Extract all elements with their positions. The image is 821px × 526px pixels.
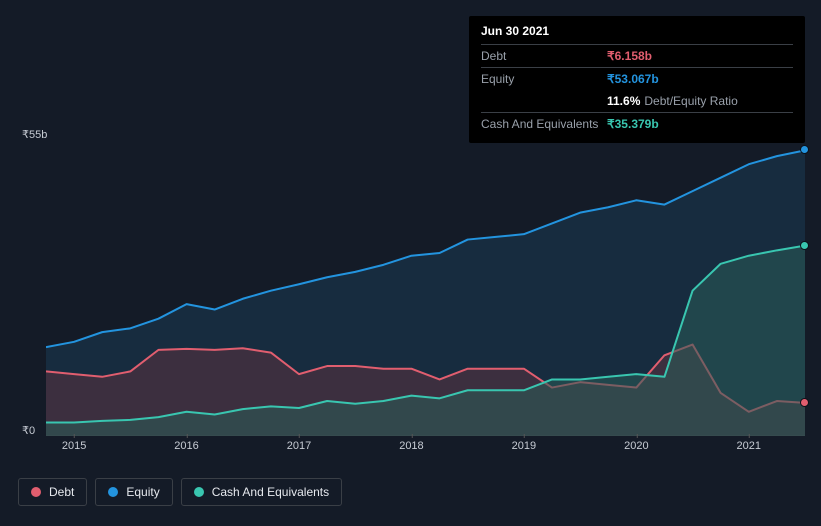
tooltip-row: Cash And Equivalents₹35.379b xyxy=(481,112,793,135)
tooltip-row-label: Cash And Equivalents xyxy=(481,117,607,131)
tooltip-row-sublabel: Debt/Equity Ratio xyxy=(644,94,737,108)
x-axis-tick-label: 2016 xyxy=(174,440,198,452)
chart-plot-area xyxy=(46,140,805,436)
tooltip-row-label: Equity xyxy=(481,72,607,86)
chart-container: { "chart": { "type": "area", "background… xyxy=(0,0,821,526)
series-end-dot-cash xyxy=(800,241,809,250)
x-axis-tick-label: 2020 xyxy=(624,440,648,452)
x-axis-tick-label: 2021 xyxy=(737,440,761,452)
y-axis-tick-label: ₹55b xyxy=(22,128,47,141)
tooltip-row-label xyxy=(481,94,607,108)
legend-item-cash[interactable]: Cash And Equivalents xyxy=(181,478,342,506)
legend-dot-icon xyxy=(108,487,118,497)
tooltip-date: Jun 30 2021 xyxy=(481,24,793,44)
tooltip-row-value: 11.6%Debt/Equity Ratio xyxy=(607,94,738,108)
tooltip-row: Equity₹53.067b xyxy=(481,67,793,90)
series-end-dot-equity xyxy=(800,145,809,154)
tooltip-row-value: ₹35.379b xyxy=(607,117,659,131)
tooltip-row-label: Debt xyxy=(481,49,607,63)
y-axis-tick-label: ₹0 xyxy=(22,424,35,437)
x-axis-tick-label: 2017 xyxy=(287,440,311,452)
x-axis-tick-label: 2019 xyxy=(512,440,536,452)
series-end-dot-debt xyxy=(800,398,809,407)
tooltip-row-value: ₹6.158b xyxy=(607,49,652,63)
tooltip-row: 11.6%Debt/Equity Ratio xyxy=(481,90,793,112)
x-axis-tick-label: 2015 xyxy=(62,440,86,452)
legend-item-label: Cash And Equivalents xyxy=(212,485,329,499)
x-axis-tick-label: 2018 xyxy=(399,440,423,452)
tooltip-row: Debt₹6.158b xyxy=(481,44,793,67)
chart-tooltip: Jun 30 2021 Debt₹6.158bEquity₹53.067b11.… xyxy=(469,16,805,143)
legend-item-label: Debt xyxy=(49,485,74,499)
x-axis: 2015 2016 2017 2018 2019 2020 2021 xyxy=(18,440,805,460)
legend-dot-icon xyxy=(31,487,41,497)
legend-item-label: Equity xyxy=(126,485,159,499)
legend-item-equity[interactable]: Equity xyxy=(95,478,172,506)
legend-dot-icon xyxy=(194,487,204,497)
tooltip-row-value: ₹53.067b xyxy=(607,72,659,86)
legend-item-debt[interactable]: Debt xyxy=(18,478,87,506)
chart-legend: Debt Equity Cash And Equivalents xyxy=(18,478,342,506)
